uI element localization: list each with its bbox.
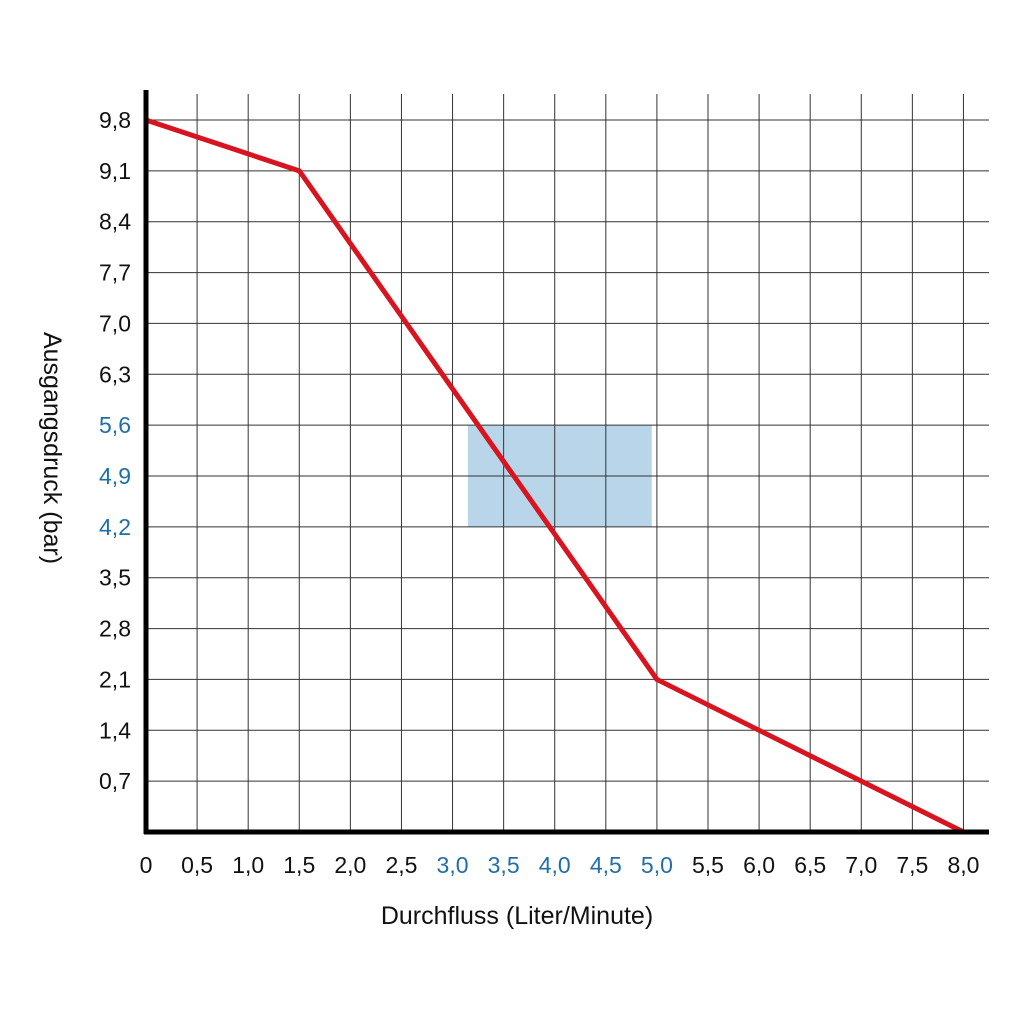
y-tick-label: 2,1 <box>99 666 131 692</box>
x-tick-label: 8,0 <box>947 852 979 878</box>
y-tick-label: 1,4 <box>99 717 131 743</box>
y-tick-labels: 0,7 1,4 2,1 2,8 3,5 4,2 4,9 5,6 6,3 7,0 7,7 8,4 9,1 9… <box>99 107 131 794</box>
x-tick-label: 6,0 <box>743 852 775 878</box>
y-tick-label: 7,0 <box>99 310 131 336</box>
y-tick-label: 8,4 <box>99 209 131 235</box>
x-tick-label: 4,5 <box>590 852 622 878</box>
y-tick-label: 4,9 <box>99 463 131 489</box>
x-tick-label: 6,5 <box>794 852 826 878</box>
y-tick-label: 6,3 <box>99 361 131 387</box>
x-tick-label: 2,0 <box>334 852 366 878</box>
x-tick-label: 1,5 <box>283 852 315 878</box>
grid-layer <box>146 94 989 832</box>
x-tick-label: 1,0 <box>232 852 264 878</box>
y-tick-label: 0,7 <box>99 768 131 794</box>
x-tick-label: 3,0 <box>437 852 469 878</box>
y-tick-label: 4,2 <box>99 514 131 540</box>
y-tick-label: 5,6 <box>99 412 131 438</box>
x-tick-labels: 0 0,5 1,0 1,5 2,0 2,5 3,0 3,5 4,0 4,5 5,0 5,5 6,0 6,5… <box>140 852 980 878</box>
x-tick-label: 7,0 <box>845 852 877 878</box>
axis-layer <box>143 90 989 835</box>
y-tick-label: 9,8 <box>99 107 131 133</box>
series-point <box>296 168 302 174</box>
x-tick-label: 0,5 <box>181 852 213 878</box>
x-tick-label: 0 <box>140 852 153 878</box>
x-tick-label: 2,5 <box>385 852 417 878</box>
x-tick-label: 4,0 <box>539 852 571 878</box>
x-tick-label: 5,0 <box>641 852 673 878</box>
x-tick-label: 7,5 <box>896 852 928 878</box>
series-point <box>654 676 660 682</box>
x-axis-title: Durchfluss (Liter/Minute) <box>381 902 653 930</box>
x-tick-label: 3,5 <box>488 852 520 878</box>
y-tick-label: 3,5 <box>99 565 131 591</box>
y-axis-title: Ausgangsdruck (bar) <box>38 332 66 564</box>
y-tick-label: 9,1 <box>99 158 131 184</box>
series-line <box>143 117 966 835</box>
y-tick-label: 2,8 <box>99 616 131 642</box>
x-tick-label: 5,5 <box>692 852 724 878</box>
y-tick-label: 7,7 <box>99 260 131 286</box>
